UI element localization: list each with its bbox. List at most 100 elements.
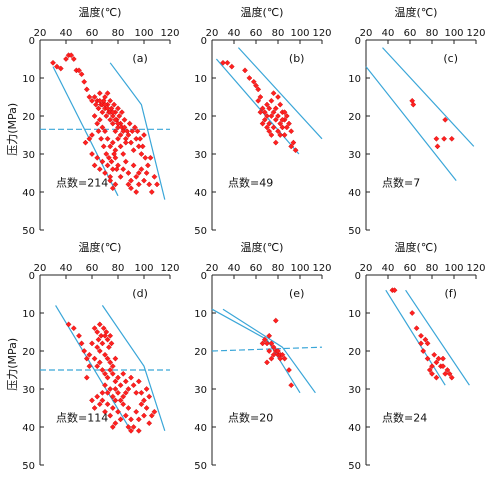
data-point xyxy=(96,348,103,354)
panel-f: 20 40 60 80 100 120 0 10 20 30 40 50 温度(℃) (f) 点数=24 xyxy=(348,240,485,472)
y-tick-label: 0 xyxy=(201,271,207,282)
data-point xyxy=(65,321,72,328)
panel-label: (e) xyxy=(289,287,304,300)
data-point xyxy=(135,378,142,385)
x-tick-label: 80 xyxy=(426,263,439,274)
point-count-label: 点数=20 xyxy=(228,411,273,424)
envelope-line xyxy=(101,305,166,431)
data-point xyxy=(442,370,449,377)
data-point xyxy=(112,355,119,362)
data-point xyxy=(109,370,116,377)
data-point xyxy=(78,71,85,78)
y-axis-label: 压力(MPa) xyxy=(6,338,19,391)
data-point xyxy=(146,181,153,188)
data-point xyxy=(277,355,284,362)
data-point xyxy=(119,109,125,116)
y-tick-label: 40 xyxy=(194,423,207,434)
data-point xyxy=(286,367,292,373)
panel-a: 20 40 60 80 100 120 0 10 20 30 40 50 温度(℃) 压力(MPa) (a)… xyxy=(6,5,180,237)
data-point xyxy=(134,128,141,135)
data-point xyxy=(112,386,119,392)
x-tick-label: 80 xyxy=(272,28,285,39)
x-tick-label: 120 xyxy=(160,263,179,274)
data-point xyxy=(266,120,273,127)
data-point xyxy=(268,132,275,138)
data-point xyxy=(102,170,108,176)
data-point xyxy=(281,132,288,138)
x-tick-label: 80 xyxy=(112,28,125,39)
y-tick-label: 40 xyxy=(22,188,35,199)
data-point xyxy=(272,139,279,146)
data-point xyxy=(141,177,147,184)
data-point xyxy=(146,393,153,400)
data-point xyxy=(89,97,95,104)
x-tick-label: 80 xyxy=(112,263,125,274)
y-tick-label: 50 xyxy=(194,461,207,472)
data-point xyxy=(253,82,259,89)
data-point xyxy=(446,370,453,377)
data-point xyxy=(100,143,107,150)
y-tick-label: 0 xyxy=(29,36,35,47)
data-point xyxy=(133,389,140,396)
envelope-line xyxy=(405,289,470,386)
panel-d: 20 40 60 80 100 120 0 10 20 30 40 50 温度(℃) 压力(MPa) (d)… xyxy=(6,240,180,472)
data-point xyxy=(128,185,134,192)
data-point xyxy=(120,370,127,377)
x-axis-label: 温度(℃) xyxy=(241,5,284,19)
x-tick-label: 20 xyxy=(360,263,373,274)
y-tick-label: 20 xyxy=(348,347,361,358)
data-point xyxy=(96,97,103,104)
data-point xyxy=(115,408,121,415)
data-point xyxy=(112,181,119,188)
data-point xyxy=(91,113,98,119)
data-point xyxy=(96,321,103,328)
data-point xyxy=(104,355,111,362)
data-point xyxy=(264,124,270,131)
y-tick-label: 50 xyxy=(348,226,361,237)
data-point xyxy=(129,128,136,135)
data-point xyxy=(76,67,82,74)
data-point xyxy=(117,397,124,404)
x-tick-label: 40 xyxy=(228,263,241,274)
data-point xyxy=(95,336,102,343)
data-point xyxy=(261,116,268,123)
data-point xyxy=(143,170,150,176)
data-point xyxy=(96,401,103,408)
data-point xyxy=(242,67,248,74)
panel-label: (c) xyxy=(443,52,458,65)
x-tick-label: 40 xyxy=(60,28,73,39)
data-point xyxy=(112,128,119,135)
x-axis-label: 温度(℃) xyxy=(241,240,284,254)
data-point xyxy=(220,59,226,66)
data-point xyxy=(82,139,89,146)
data-point xyxy=(261,109,268,116)
data-point xyxy=(81,348,88,354)
data-point xyxy=(104,389,111,396)
data-point xyxy=(288,128,295,135)
data-point xyxy=(257,94,264,100)
y-axis-label: 压力(MPa) xyxy=(6,103,19,156)
data-point xyxy=(83,86,90,93)
data-point xyxy=(104,135,111,142)
data-point xyxy=(444,367,451,373)
panel-label: (b) xyxy=(289,52,305,65)
data-point xyxy=(115,389,121,396)
data-point xyxy=(122,389,129,396)
data-point xyxy=(143,386,150,392)
data-point xyxy=(116,113,123,119)
data-point xyxy=(103,113,110,119)
data-point xyxy=(277,120,284,127)
y-tick-label: 50 xyxy=(22,226,35,237)
data-point xyxy=(257,109,264,116)
envelope-line xyxy=(382,47,475,147)
data-point xyxy=(441,135,447,142)
data-point xyxy=(94,363,101,370)
y-tick-label: 20 xyxy=(194,112,207,123)
data-point xyxy=(99,397,106,404)
panel-e: 20 40 60 80 100 120 0 10 20 30 40 50 温度(℃) (e) 点数=20 xyxy=(194,240,331,472)
data-point xyxy=(95,105,102,112)
data-point xyxy=(141,132,147,138)
data-point xyxy=(100,325,107,332)
data-point xyxy=(109,424,116,430)
data-point xyxy=(120,166,127,173)
